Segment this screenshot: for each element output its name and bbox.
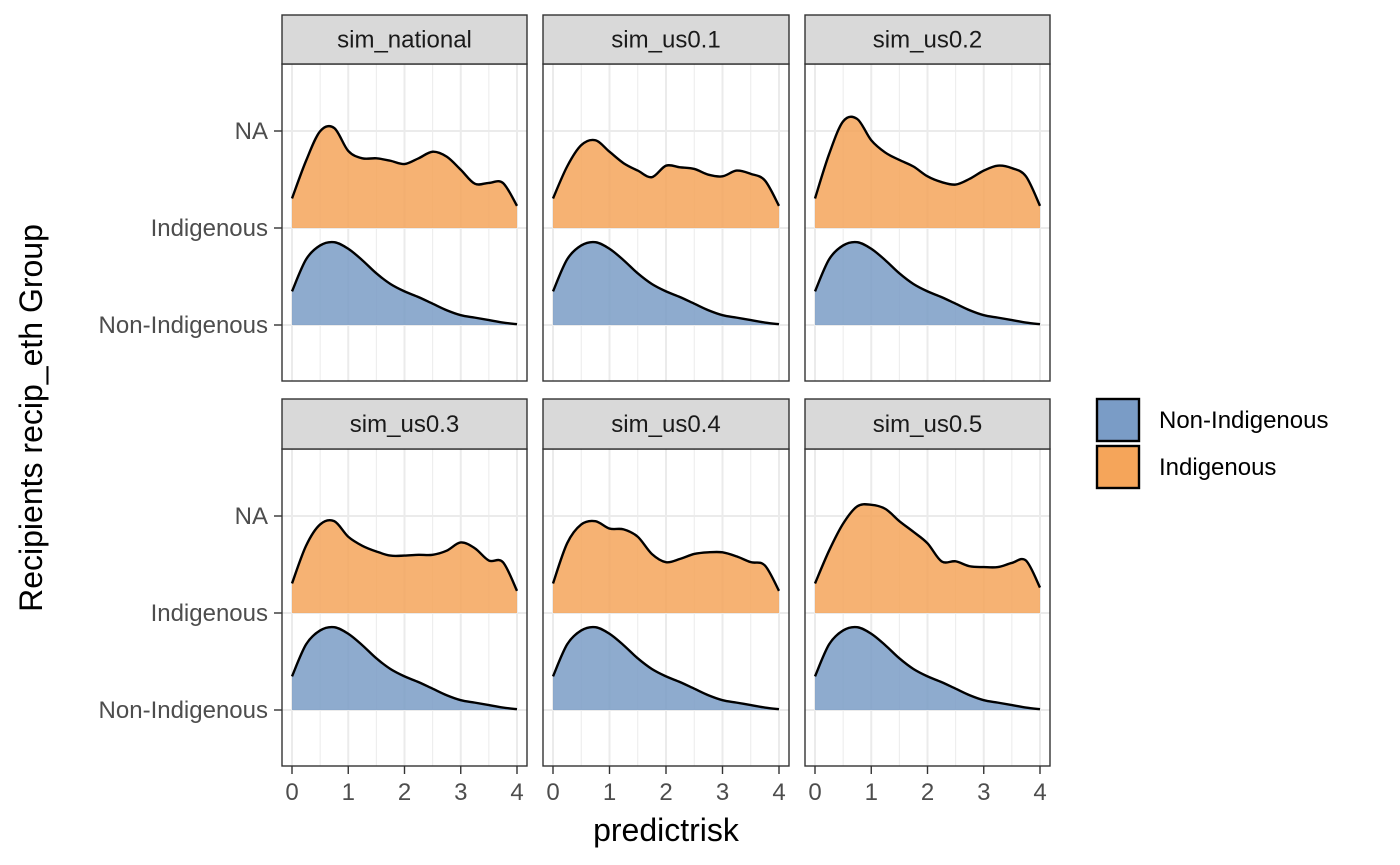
y-axis-title: Recipients recip_eth Group [13, 224, 49, 612]
x-tick-label: 2 [921, 779, 934, 806]
density-line-indigenous [290, 124, 519, 207]
density-line-indigenous [813, 503, 1042, 589]
facet-strip [281, 398, 528, 450]
facet-strip [281, 14, 528, 65]
facet-strip [542, 14, 790, 65]
facet-strip-label: sim_us0.5 [873, 411, 982, 438]
facet-panel: sim_us0.3 NA Indigenous Non-Indigenous 0 1 2 3 4 [99, 398, 528, 806]
density-line-non-indigenous [290, 625, 518, 711]
y-tick-label: Non-Indigenous [99, 697, 268, 724]
y-tick-label: Indigenous [151, 600, 268, 627]
legend-key [1095, 397, 1141, 443]
density-area-indigenous [553, 520, 779, 613]
facet-panel: sim_national NA Indigenous Non-Indigenous [99, 14, 528, 382]
density-line-indigenous [290, 519, 519, 592]
x-tick-label: 4 [510, 779, 523, 806]
density-line-indigenous [813, 115, 1042, 207]
x-tick-label: 2 [659, 779, 672, 806]
x-tick-label: 1 [603, 779, 616, 806]
x-tick-label: 4 [772, 779, 785, 806]
y-tick-label: NA [235, 503, 268, 530]
density-area-non-indigenous [815, 627, 1040, 710]
density-line-non-indigenous [813, 625, 1041, 711]
density-line-non-indigenous [551, 240, 780, 326]
density-area-non-indigenous [553, 627, 779, 710]
facet-strip-label: sim_national [337, 27, 472, 54]
facet-strip [804, 14, 1051, 65]
density-area-non-indigenous [815, 242, 1040, 325]
density-line-non-indigenous [290, 240, 518, 326]
x-tick-label: 3 [716, 779, 729, 806]
legend-label: Indigenous [1159, 454, 1276, 481]
x-tick-label: 2 [398, 779, 411, 806]
facet-strip [804, 398, 1051, 450]
y-tick-label: Indigenous [151, 215, 268, 242]
legend-key [1095, 444, 1141, 490]
density-line-indigenous [551, 138, 781, 207]
facet-strip-label: sim_us0.2 [873, 27, 982, 54]
density-area-indigenous [815, 504, 1040, 613]
density-line-non-indigenous [551, 625, 780, 711]
x-tick-label: 0 [285, 779, 298, 806]
x-tick-label: 1 [342, 779, 355, 806]
facet-strip-label: sim_us0.4 [611, 411, 720, 438]
facet-strip [542, 398, 790, 450]
legend: Non-Indigenous Indigenous [1095, 397, 1328, 490]
facet-panel: sim_us0.1 [542, 14, 790, 382]
x-tick-label: 4 [1033, 779, 1046, 806]
density-line-indigenous [551, 519, 781, 592]
x-tick-label: 0 [808, 779, 821, 806]
legend-label: Non-Indigenous [1159, 407, 1328, 434]
x-tick-label: 1 [865, 779, 878, 806]
density-area-non-indigenous [553, 242, 779, 325]
facet-panel: sim_us0.2 [804, 14, 1051, 382]
y-tick-label: Non-Indigenous [99, 312, 268, 339]
y-tick-label: NA [235, 118, 268, 145]
density-area-indigenous [553, 139, 779, 228]
x-axis-title: predictrisk [593, 812, 740, 848]
facet-panel: sim_us0.4 0 1 2 3 4 [542, 398, 790, 806]
density-area-indigenous [815, 116, 1040, 228]
facet-panel: sim_us0.5 0 1 2 3 4 [804, 398, 1051, 806]
facet-strip-label: sim_us0.1 [611, 27, 720, 54]
x-tick-label: 0 [546, 779, 559, 806]
facet-strip-label: sim_us0.3 [350, 411, 459, 438]
facet-panels: sim_nationalNAIndigenousNon-Indigenoussi… [99, 14, 1051, 806]
density-area-non-indigenous [292, 242, 517, 325]
density-area-non-indigenous [292, 627, 517, 710]
x-tick-label: 3 [977, 779, 990, 806]
density-line-non-indigenous [813, 240, 1041, 326]
x-tick-label: 3 [454, 779, 467, 806]
